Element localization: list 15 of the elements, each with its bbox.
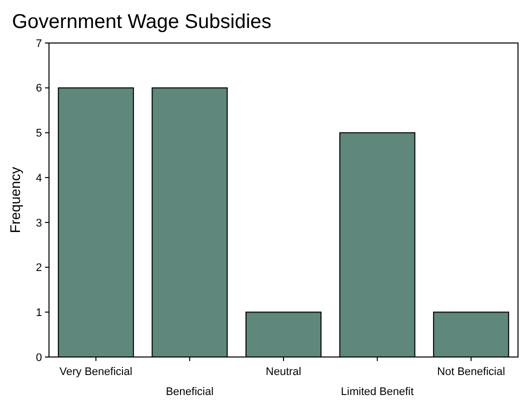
y-tick-label: 4 xyxy=(36,172,42,184)
x-tick-label: Beneficial xyxy=(166,386,214,398)
y-tick-label: 1 xyxy=(36,306,42,319)
y-tick-label: 6 xyxy=(36,82,42,95)
x-tick-label: Neutral xyxy=(266,366,302,378)
y-tick-label: 2 xyxy=(36,262,42,274)
y-tick-label: 0 xyxy=(36,352,42,364)
y-tick-label: 3 xyxy=(36,217,42,230)
x-tick-label: Very Beneficial xyxy=(60,366,132,378)
x-tick-label: Not Beneficial xyxy=(437,366,506,378)
chart-title: Government Wage Subsidies xyxy=(12,11,272,33)
x-tick-label: Limited Benefit xyxy=(340,386,414,398)
y-axis-title: Frequency xyxy=(7,166,23,234)
y-tick-label: 5 xyxy=(36,128,42,140)
y-tick-label: 7 xyxy=(36,38,42,50)
